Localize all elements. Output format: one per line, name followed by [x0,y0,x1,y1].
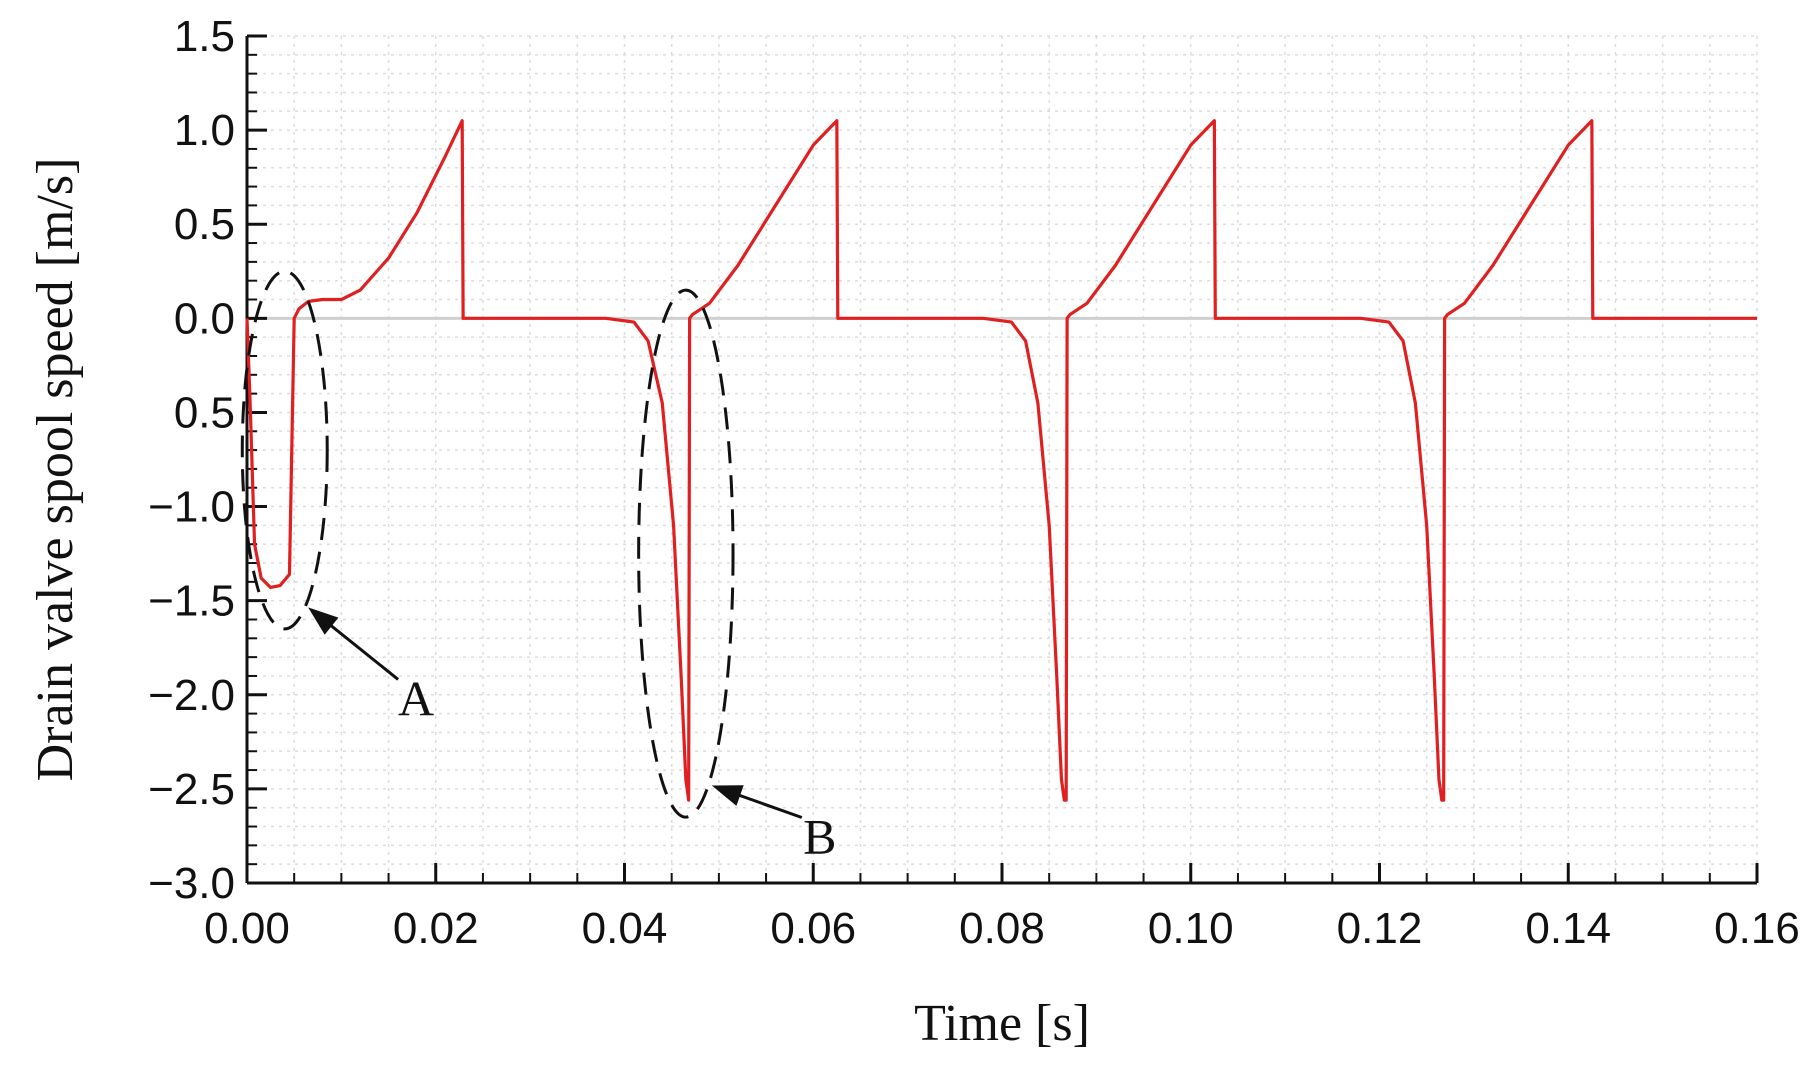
x-tick-label: 0.16 [1714,904,1800,953]
annotation-arrowhead-a [308,607,339,635]
y-tick-label: −1.5 [148,577,235,626]
grid [246,35,1758,884]
y-tick-label: −3.0 [148,859,235,908]
x-tick-label: 0.04 [582,904,668,953]
y-tick-label: −2.0 [148,671,235,720]
x-tick-label: 0.12 [1337,904,1423,953]
y-tick-label: −2.5 [148,765,235,814]
annotation-arrow-a [321,617,400,681]
annotations: AB [240,269,836,865]
series-line [245,119,1757,802]
y-tick-label: 1.5 [174,12,235,61]
y-tick-label: 0.5 [174,388,235,437]
annotation-label-a: A [398,670,434,726]
y-tick-label: 0.5 [174,200,235,249]
annotation-ellipse-a [240,269,329,631]
x-tick-label: 0.08 [959,904,1045,953]
annotation-arrowhead-b [711,785,744,806]
x-tick-label: 0.00 [204,904,290,953]
series [245,119,1757,802]
x-axis-title: Time [s] [914,995,1090,1052]
x-tick-label: 0.06 [770,904,856,953]
x-tick-label: 0.14 [1525,904,1611,953]
y-tick-label: −1.0 [148,483,235,532]
axes [245,34,1759,885]
annotation-ellipse-b [637,288,735,819]
x-tick-label: 0.02 [393,904,479,953]
tick-labels: 0.00 0.02 0.04 0.06 0.08 0.10 0.12 0.14 0.16 1.5 1… [148,12,1800,953]
x-tick-label: 0.10 [1148,904,1234,953]
y-axis-title: Drain valve spool speed [m/s] [27,158,84,782]
annotation-label-b: B [803,809,836,865]
y-tick-label: 1.0 [174,106,235,155]
y-tick-label: 0.0 [174,294,235,343]
